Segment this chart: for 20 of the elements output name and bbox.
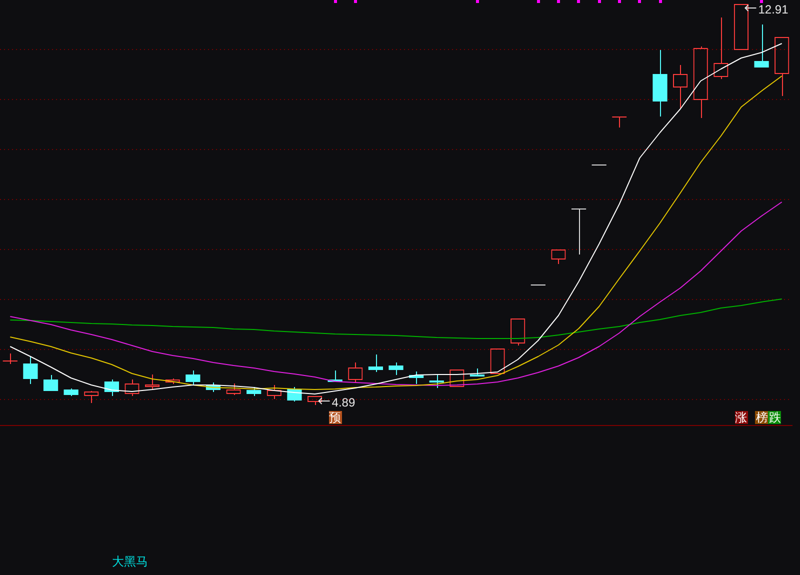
text: 大黑马 <box>112 554 148 568</box>
candlestick <box>612 116 627 128</box>
annotation: 榜 <box>756 410 768 424</box>
annotation: 4.89 <box>332 395 356 410</box>
annotation: 涨 <box>735 410 747 424</box>
candlestick <box>2 353 18 364</box>
candlestick <box>23 356 38 384</box>
candlestick <box>652 50 668 117</box>
candlestick <box>104 379 120 396</box>
candlestick <box>368 354 384 372</box>
candlestick <box>388 362 404 376</box>
candlestick <box>571 208 586 255</box>
candlestick <box>64 388 78 396</box>
candlestick <box>754 24 769 68</box>
candlestick <box>186 370 200 385</box>
annotation: 12.91 <box>758 2 789 16</box>
annotation: 跌 <box>769 410 781 424</box>
candlestick <box>429 374 444 388</box>
candlestick <box>43 374 58 391</box>
annotation: 预 <box>329 410 341 424</box>
